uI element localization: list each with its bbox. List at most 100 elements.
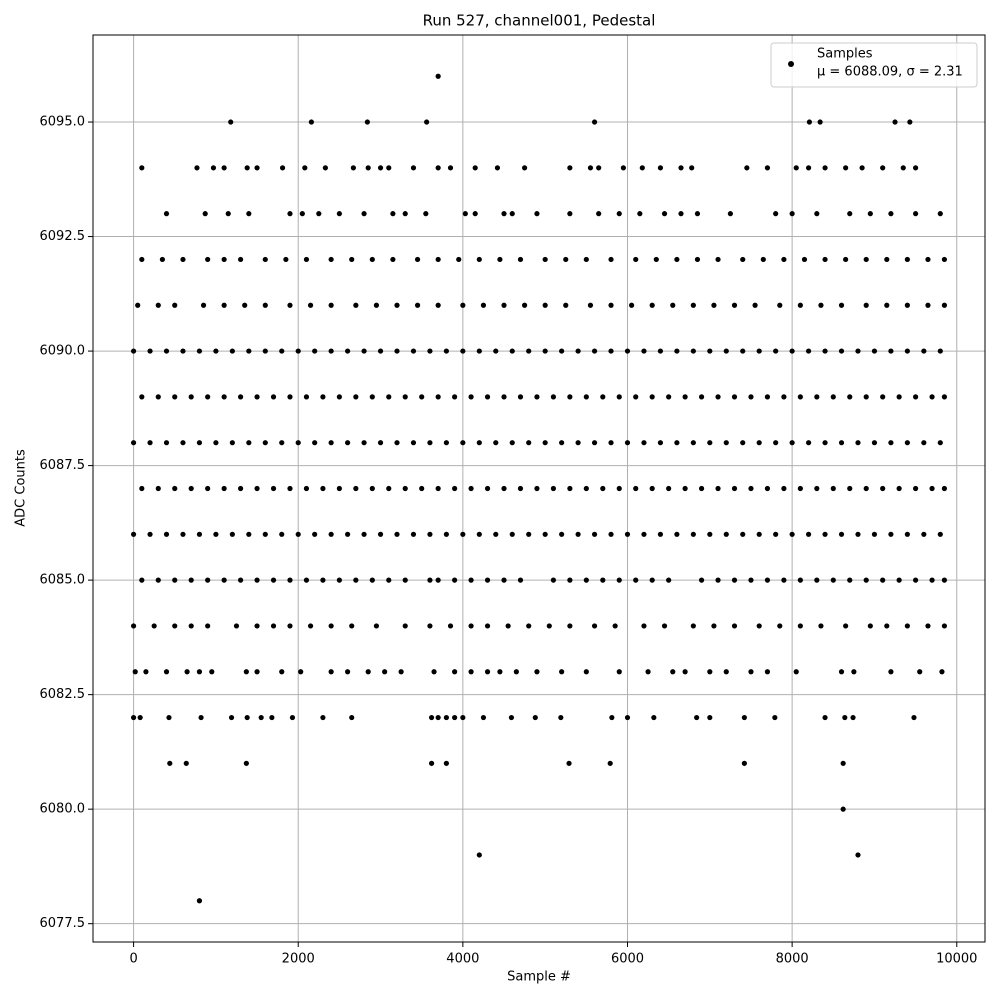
sample-point (731, 394, 738, 400)
sample-point (501, 302, 507, 308)
sample-point (620, 165, 626, 171)
sample-point (328, 623, 334, 629)
sample-point (493, 531, 499, 537)
sample-point (139, 394, 145, 400)
sample-point (369, 256, 375, 263)
sample-point (822, 256, 828, 263)
legend-stats: μ = 6088.09, σ = 2.31 (817, 65, 963, 80)
sample-point (443, 348, 449, 354)
sample-point (262, 531, 268, 537)
sample-point (228, 714, 235, 721)
x-tick-label: 8000 (776, 952, 809, 967)
sample-point (460, 302, 466, 308)
sample-point (147, 440, 153, 446)
sample-point (674, 531, 680, 537)
sample-point (797, 485, 803, 492)
sample-point (600, 577, 606, 583)
sample-point (904, 531, 910, 537)
sample-point (567, 394, 573, 400)
sample-point (194, 165, 200, 171)
sample-point (534, 211, 540, 217)
sample-point (143, 669, 149, 675)
sample-point (583, 256, 589, 263)
sample-point (213, 440, 219, 446)
sample-point (254, 394, 260, 400)
sample-point (639, 165, 645, 171)
sample-point (526, 348, 532, 354)
sample-point (130, 714, 137, 721)
sample-point (427, 348, 433, 354)
sample-point (888, 669, 894, 675)
sample-point (287, 485, 293, 492)
sample-point (534, 394, 540, 400)
sample-point (550, 394, 557, 400)
sample-point (741, 714, 747, 721)
sample-point (678, 211, 684, 217)
sample-point (517, 577, 524, 583)
sample-point (452, 714, 458, 721)
sample-point (694, 211, 701, 217)
sample-point (213, 348, 219, 354)
sample-point (616, 577, 622, 583)
legend-box (770, 42, 978, 88)
sample-point (130, 531, 137, 537)
sample-point (424, 119, 430, 125)
sample-point (731, 577, 738, 583)
sample-point (884, 256, 890, 263)
sample-point (320, 577, 326, 583)
sample-point (484, 623, 491, 629)
sample-point (842, 714, 848, 721)
sample-point (509, 440, 515, 446)
sample-point (838, 302, 845, 308)
sample-point (764, 394, 771, 400)
sample-point (666, 394, 672, 400)
sample-point (843, 256, 849, 263)
x-tick-label: 6000 (611, 952, 644, 967)
sample-point (221, 577, 227, 583)
sample-point (624, 714, 631, 721)
sample-point (657, 531, 664, 537)
sample-point (198, 714, 204, 721)
sample-point (419, 394, 425, 400)
sample-point (377, 165, 384, 171)
sample-point (386, 485, 392, 492)
sample-point (336, 211, 342, 217)
sample-point (740, 256, 746, 263)
sample-point (563, 256, 569, 263)
sample-point (237, 256, 244, 263)
sample-point (863, 302, 869, 308)
sample-point (279, 440, 285, 446)
sample-point (830, 485, 836, 492)
sample-point (941, 577, 948, 583)
sample-point (196, 531, 203, 537)
sample-point (715, 485, 721, 492)
sample-point (270, 485, 277, 492)
sample-point (907, 119, 913, 125)
sample-point (452, 669, 458, 675)
sample-point (814, 577, 820, 583)
sample-point (715, 577, 721, 583)
sample-point (443, 531, 449, 537)
sample-point (322, 165, 328, 171)
sample-point (468, 623, 474, 629)
sample-point (534, 669, 540, 675)
sample-point (320, 714, 326, 721)
sample-point (748, 669, 754, 675)
sample-point (369, 394, 375, 400)
sample-point (707, 348, 713, 354)
sample-point (929, 485, 935, 492)
sample-point (394, 302, 400, 308)
sample-point (350, 165, 356, 171)
sample-point (756, 440, 762, 446)
sample-point (723, 669, 729, 675)
sample-point (180, 348, 186, 354)
sample-point (904, 623, 910, 629)
sample-point (517, 394, 524, 400)
sample-point (567, 211, 573, 217)
sample-point (744, 165, 750, 171)
sample-point (435, 714, 441, 721)
sample-point (678, 165, 684, 171)
sample-point (633, 485, 639, 492)
sample-point (690, 531, 696, 537)
sample-point (904, 440, 910, 446)
